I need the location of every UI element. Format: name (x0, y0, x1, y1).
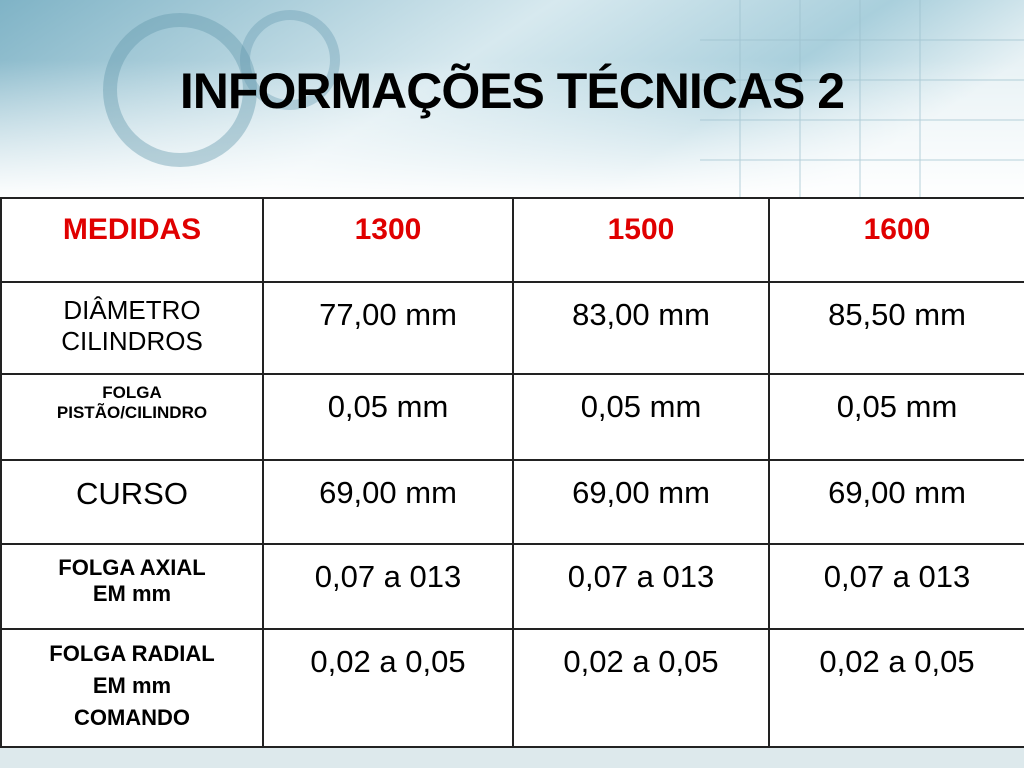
slide-title: INFORMAÇÕES TÉCNICAS 2 (179, 63, 845, 119)
value-cell: 0,05 mm (262, 373, 514, 461)
row-label-line: FOLGA (102, 383, 162, 402)
row-label-line: CURSO (76, 476, 188, 511)
row-label-line: FOLGA RADIAL (49, 641, 215, 666)
value-cell: 85,50 mm (768, 281, 1024, 375)
row-label: DIÂMETRO CILINDROS (0, 281, 264, 375)
value-cell: 0,02 a 0,05 (512, 628, 770, 748)
header-fade (0, 60, 1024, 200)
row-label: FOLGA RADIAL EM mm COMANDO (0, 628, 264, 748)
value-cell: 0,07 a 013 (262, 543, 514, 630)
row-label-line: EM mm (92, 672, 172, 698)
value-cell: 83,00 mm (512, 281, 770, 375)
row-label-line: EM mm (92, 581, 172, 607)
header-cell: 1600 (768, 197, 1024, 283)
value-cell: 0,02 a 0,05 (262, 628, 514, 748)
spec-table: MEDIDAS 1300 1500 1600 DIÂMETRO CILINDROS 77,0… (0, 197, 1024, 748)
row-label-line: PISTÃO/CILINDRO (56, 403, 208, 423)
header-cell: 1500 (512, 197, 770, 283)
table-row: CURSO 69,00 mm 69,00 mm 69,00 mm (0, 459, 1024, 545)
row-label-line: COMANDO (73, 704, 191, 730)
header-row: MEDIDAS 1300 1500 1600 (0, 197, 1024, 283)
value-cell: 0,05 mm (512, 373, 770, 461)
gear-deco (103, 13, 257, 167)
table-row: DIÂMETRO CILINDROS 77,00 mm 83,00 mm 85,50 m… (0, 281, 1024, 375)
header-cell: 1300 (262, 197, 514, 283)
value-cell: 0,02 a 0,05 (768, 628, 1024, 748)
value-cell: 69,00 mm (768, 459, 1024, 545)
value-cell: 77,00 mm (262, 281, 514, 375)
value-cell: 69,00 mm (512, 459, 770, 545)
row-label-line: DIÂMETRO (63, 295, 201, 325)
row-label: CURSO (0, 459, 264, 545)
gear-deco (240, 10, 340, 110)
value-cell: 69,00 mm (262, 459, 514, 545)
header-cell: MEDIDAS (0, 197, 264, 283)
row-label: FOLGA PISTÃO/CILINDRO (0, 373, 264, 461)
value-cell: 0,07 a 013 (768, 543, 1024, 630)
row-label-line: CILINDROS (61, 326, 203, 357)
table-row: FOLGA RADIAL EM mm COMANDO 0,02 a 0,05 0,02 … (0, 628, 1024, 748)
table-row: FOLGA AXIAL EM mm 0,07 a 013 0,07 a 013 0,07… (0, 543, 1024, 630)
row-label: FOLGA AXIAL EM mm (0, 543, 264, 630)
table-row: FOLGA PISTÃO/CILINDRO 0,05 mm 0,05 mm 0,05 m… (0, 373, 1024, 461)
grid-deco (700, 0, 1024, 200)
value-cell: 0,05 mm (768, 373, 1024, 461)
row-label-line: FOLGA AXIAL (58, 555, 206, 580)
footer-band (0, 748, 1024, 768)
value-cell: 0,07 a 013 (512, 543, 770, 630)
